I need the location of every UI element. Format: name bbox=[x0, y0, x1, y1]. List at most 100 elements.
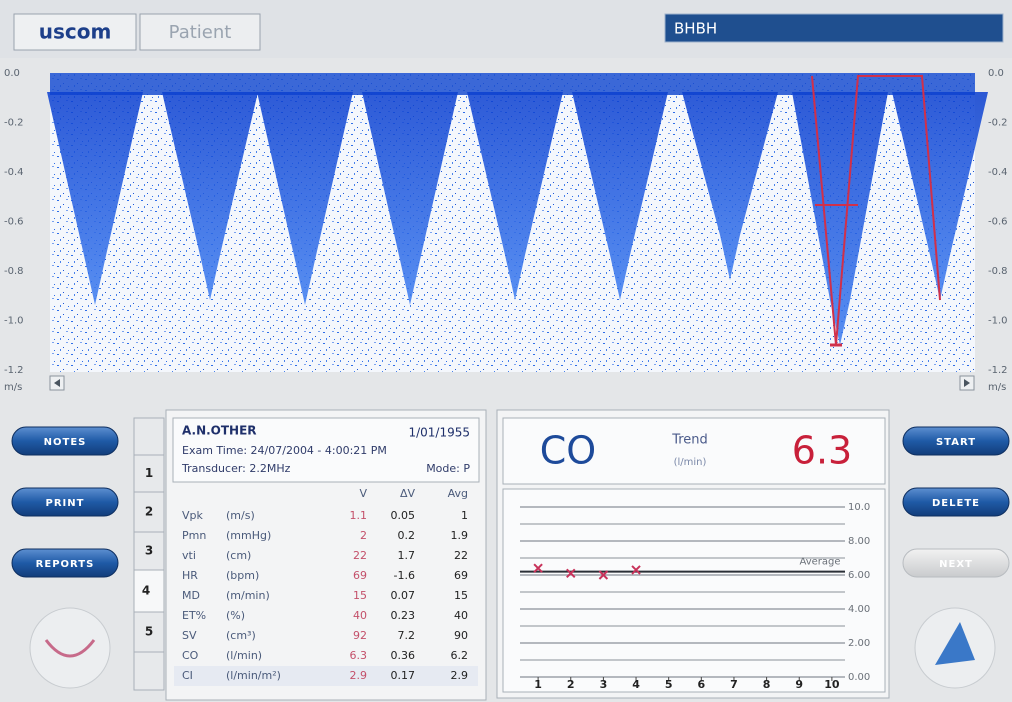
velocity-tick-label: -0.4 bbox=[988, 167, 1008, 178]
logo: uscom bbox=[39, 20, 112, 44]
x-tick-label: 4 bbox=[632, 678, 640, 691]
measure-delta: 0.23 bbox=[391, 609, 416, 622]
button-label[interactable]: NEXT bbox=[939, 559, 973, 570]
measure-delta: 0.17 bbox=[391, 669, 416, 682]
x-tick-label: 8 bbox=[763, 678, 771, 691]
measure-average: 22 bbox=[454, 549, 468, 562]
measure-delta: 0.07 bbox=[391, 589, 416, 602]
row-highlight bbox=[174, 666, 478, 686]
y-tick-label: 8.00 bbox=[848, 536, 870, 547]
measure-average: 2.9 bbox=[451, 669, 469, 682]
mode: Mode: P bbox=[426, 462, 470, 475]
velocity-tick-label: -1.0 bbox=[988, 316, 1008, 327]
beat-tab-label[interactable]: 3 bbox=[145, 544, 153, 558]
velocity-tick-label: -1.0 bbox=[4, 316, 24, 327]
measure-value: 69 bbox=[353, 569, 367, 582]
exam-time: Exam Time: 24/07/2004 - 4:00:21 PM bbox=[182, 444, 387, 457]
y-tick-label: 6.00 bbox=[848, 570, 870, 581]
measure-delta: 0.2 bbox=[398, 529, 416, 542]
measure-delta: 7.2 bbox=[398, 629, 416, 642]
velocity-tick-label: -0.2 bbox=[4, 118, 24, 129]
x-tick-label: 1 bbox=[534, 678, 542, 691]
velocity-tick-label: -1.2 bbox=[4, 365, 24, 376]
measure-name: Pmn bbox=[182, 529, 206, 542]
measure-value: 2 bbox=[360, 529, 367, 542]
measure-value: 40 bbox=[353, 609, 367, 622]
measure-delta: 0.36 bbox=[391, 649, 416, 662]
column-header: Avg bbox=[448, 487, 468, 500]
spectrogram-baseline-band bbox=[50, 73, 975, 95]
velocity-tick-label: -1.2 bbox=[988, 365, 1008, 376]
beat-tab-label[interactable]: 4 bbox=[142, 584, 150, 598]
velocity-tick-label: -0.4 bbox=[4, 167, 24, 178]
trend-parameter: CO bbox=[540, 429, 596, 473]
measure-unit: (bpm) bbox=[226, 569, 259, 582]
x-tick-label: 3 bbox=[600, 678, 608, 691]
measure-name: CI bbox=[182, 669, 193, 682]
button-label[interactable]: DELETE bbox=[932, 498, 980, 509]
x-tick-label: 7 bbox=[730, 678, 738, 691]
beat-tab-label[interactable]: 5 bbox=[145, 625, 153, 639]
beat-tab[interactable] bbox=[134, 418, 164, 455]
measure-unit: (%) bbox=[226, 609, 245, 622]
trend-current-value: 6.3 bbox=[792, 429, 852, 473]
patient-name: A.N.OTHER bbox=[182, 424, 257, 438]
measure-name: CO bbox=[182, 649, 199, 662]
measure-name: HR bbox=[182, 569, 198, 582]
y-tick-label: 0.00 bbox=[848, 672, 870, 683]
trend-unit: (l/min) bbox=[674, 457, 707, 468]
y-tick-label: 2.00 bbox=[848, 638, 870, 649]
patient-tab-label[interactable]: Patient bbox=[169, 22, 232, 43]
measure-value: 2.9 bbox=[350, 669, 368, 682]
measure-delta: 0.05 bbox=[391, 509, 416, 522]
trend-chart-box bbox=[503, 489, 885, 692]
screen: uscom Patient BHBH m/s m/s A.N.OTHER 1/0… bbox=[0, 0, 1012, 702]
velocity-tick-label: -0.6 bbox=[988, 217, 1008, 228]
button-label[interactable]: REPORTS bbox=[36, 559, 95, 570]
measure-name: ET% bbox=[182, 609, 206, 622]
transducer: Transducer: 2.2MHz bbox=[181, 462, 291, 475]
velocity-tick-label: -0.6 bbox=[4, 217, 24, 228]
measure-unit: (cm) bbox=[226, 549, 251, 562]
button-label[interactable]: PRINT bbox=[46, 498, 85, 509]
velocity-tick-label: -0.8 bbox=[4, 266, 24, 277]
average-label: Average bbox=[799, 557, 840, 568]
column-header: V bbox=[359, 487, 367, 500]
x-tick-label: 6 bbox=[697, 678, 705, 691]
measure-average: 1.9 bbox=[451, 529, 469, 542]
beat-tab[interactable] bbox=[134, 652, 164, 690]
probe-icon[interactable] bbox=[30, 608, 110, 688]
measure-value: 15 bbox=[353, 589, 367, 602]
button-label[interactable]: NOTES bbox=[44, 437, 87, 448]
x-tick-label: 5 bbox=[665, 678, 673, 691]
measure-unit: (mmHg) bbox=[226, 529, 271, 542]
measure-average: 15 bbox=[454, 589, 468, 602]
x-tick-label: 2 bbox=[567, 678, 575, 691]
measure-name: Vpk bbox=[182, 509, 204, 522]
measure-average: 1 bbox=[461, 509, 468, 522]
button-label[interactable]: START bbox=[936, 437, 976, 448]
measure-name: vti bbox=[182, 549, 196, 562]
measure-value: 92 bbox=[353, 629, 367, 642]
measure-value: 1.1 bbox=[350, 509, 368, 522]
velocity-unit-left: m/s bbox=[4, 382, 22, 393]
measure-unit: (m/min) bbox=[226, 589, 270, 602]
beat-tab-label[interactable]: 2 bbox=[145, 505, 153, 519]
x-tick-label: 9 bbox=[795, 678, 803, 691]
y-tick-label: 10.0 bbox=[848, 502, 870, 513]
measure-name: MD bbox=[182, 589, 200, 602]
measure-unit: (m/s) bbox=[226, 509, 255, 522]
y-tick-label: 4.00 bbox=[848, 604, 870, 615]
measure-average: 40 bbox=[454, 609, 468, 622]
measure-value: 22 bbox=[353, 549, 367, 562]
patient-dob: 1/01/1955 bbox=[408, 426, 470, 440]
doppler-spectrogram bbox=[47, 73, 988, 372]
velocity-tick-label: -0.8 bbox=[988, 266, 1008, 277]
measure-unit: (l/min) bbox=[226, 649, 262, 662]
velocity-tick-label: 0.0 bbox=[988, 68, 1004, 79]
beat-tab-label[interactable]: 1 bbox=[145, 466, 153, 480]
measure-unit: (l/min/m²) bbox=[226, 669, 281, 682]
column-header: ΔV bbox=[400, 487, 416, 500]
measure-average: 6.2 bbox=[451, 649, 469, 662]
x-tick-label: 10 bbox=[824, 678, 840, 691]
